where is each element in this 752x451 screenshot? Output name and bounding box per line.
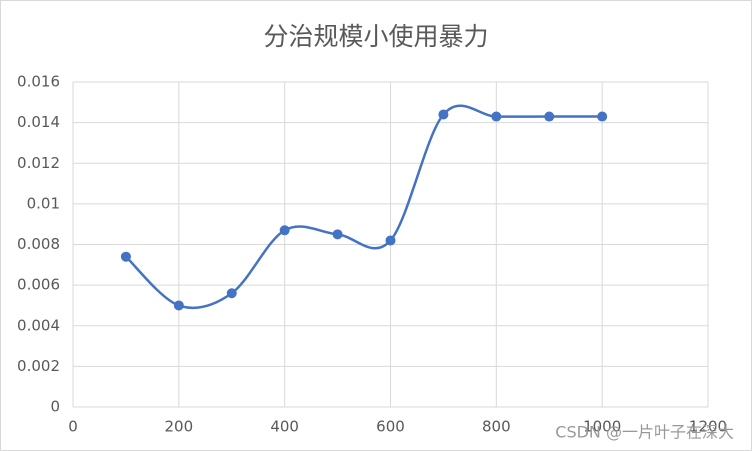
data-point: [544, 111, 555, 122]
x-tick-label: 0: [68, 418, 78, 436]
data-point: [438, 109, 449, 120]
data-point: [279, 225, 290, 236]
y-tick-label: 0.008: [17, 235, 60, 253]
data-point: [491, 111, 502, 122]
y-tick-label: 0.002: [17, 357, 60, 375]
x-tick-label: 600: [376, 418, 405, 436]
y-tick-label: 0.004: [17, 316, 60, 334]
y-tick-label: 0.014: [17, 113, 60, 131]
data-point: [120, 251, 131, 262]
data-point: [226, 288, 237, 299]
data-point: [332, 229, 343, 240]
x-tick-label: 800: [482, 418, 511, 436]
x-tick-label: 400: [270, 418, 299, 436]
y-tick-label: 0: [50, 398, 60, 416]
x-tick-label: 1200: [689, 418, 727, 436]
y-tick-label: 0.012: [17, 154, 60, 172]
data-point: [597, 111, 608, 122]
x-tick-label: 200: [165, 418, 194, 436]
y-tick-label: 0.006: [17, 276, 60, 294]
x-tick-label: 1000: [583, 418, 621, 436]
y-tick-label: 0.01: [27, 194, 60, 212]
data-point: [173, 300, 184, 311]
series-line: [125, 104, 603, 310]
chart-title: 分治规模小使用暴力: [263, 22, 488, 51]
watermark: CSDN @一片叶子在深大: [555, 423, 734, 442]
data-point: [385, 235, 396, 246]
y-tick-label: 0.016: [17, 73, 60, 91]
